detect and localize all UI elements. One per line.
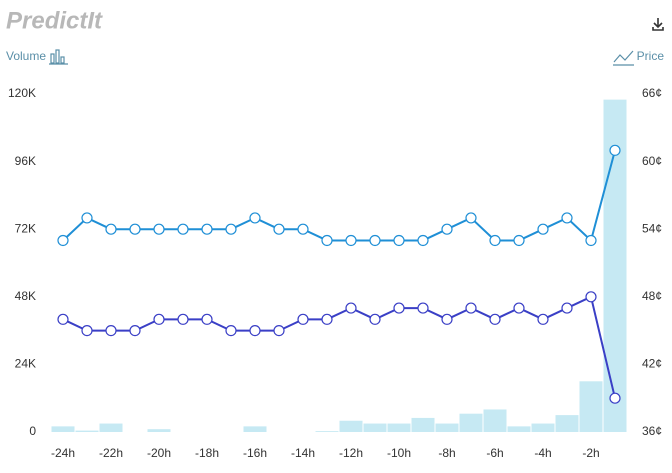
x-tick-label: -10h: [387, 446, 411, 460]
price-point: [513, 234, 525, 247]
price-point: [393, 302, 405, 314]
price-point: [129, 325, 141, 337]
volume-bar: [531, 423, 555, 432]
x-tick-label: -2h: [582, 446, 599, 460]
price-line: [62, 150, 616, 243]
price-point: [321, 234, 333, 247]
price-point: [153, 313, 165, 325]
price-point: [537, 313, 549, 325]
price-point: [369, 313, 381, 325]
price-point: [249, 212, 261, 224]
y2-tick-label: 60¢: [642, 154, 662, 168]
price-point: [57, 234, 69, 247]
price-point: [585, 234, 597, 247]
x-tick-label: -22h: [99, 446, 123, 460]
price-point: [441, 313, 453, 325]
volume-bar: [243, 426, 267, 432]
price-point: [465, 212, 477, 224]
y2-tick-label: 66¢: [642, 86, 662, 100]
price-point: [153, 223, 165, 235]
volume-bar: [603, 99, 627, 432]
volume-bar: [483, 409, 507, 432]
price-line: [62, 295, 616, 399]
x-tick-label: -18h: [195, 446, 219, 460]
price-point: [273, 223, 285, 235]
price-point: [201, 223, 213, 235]
price-point: [441, 223, 453, 235]
price-point: [81, 212, 93, 224]
volume-icon: [49, 49, 68, 65]
price-point: [513, 302, 525, 314]
volume-bar: [459, 413, 483, 432]
price-point: [417, 234, 429, 247]
volume-bar: [51, 426, 75, 432]
price-point: [177, 313, 189, 325]
volume-bar: [147, 429, 171, 432]
y2-tick-label: 54¢: [642, 221, 662, 235]
price-point: [225, 223, 237, 235]
volume-bar: [411, 417, 435, 432]
y-tick-label: 0: [29, 424, 36, 438]
x-tick-label: -14h: [291, 446, 315, 460]
price-point: [57, 313, 69, 325]
price-point: [609, 392, 621, 404]
price-point: [297, 313, 309, 325]
price-label: Price: [637, 49, 665, 63]
price-point: [393, 234, 405, 247]
x-tick-label: -12h: [339, 446, 363, 460]
price-point: [249, 325, 261, 337]
volume-bar: [435, 423, 459, 432]
y2-tick-label: 42¢: [642, 357, 662, 371]
logo: PredictIt: [6, 7, 103, 34]
y2-tick-label: 48¢: [642, 289, 662, 303]
x-tick-label: -4h: [534, 446, 551, 460]
y-tick-label: 96K: [15, 154, 36, 168]
x-tick-label: -20h: [147, 446, 171, 460]
volume-bar: [363, 423, 387, 432]
price-point: [345, 302, 357, 314]
price-point: [345, 234, 357, 247]
price-point: [489, 234, 501, 247]
volume-bar: [579, 381, 603, 432]
price-icon: [613, 50, 634, 66]
x-tick-label: -24h: [51, 446, 75, 460]
price-point: [201, 313, 213, 325]
price-point: [105, 223, 117, 235]
price-point: [225, 325, 237, 337]
volume-bar: [555, 415, 579, 432]
volume-bar: [339, 420, 363, 432]
price-point: [321, 313, 333, 325]
x-tick-label: -8h: [438, 446, 455, 460]
y-tick-label: 24K: [15, 357, 36, 371]
y-tick-label: 72K: [15, 221, 36, 235]
price-point: [537, 223, 549, 235]
price-point: [129, 223, 141, 235]
price-point: [489, 313, 501, 325]
price-point: [297, 223, 309, 235]
y-tick-label: 120K: [8, 86, 36, 100]
volume-label: Volume: [6, 49, 46, 63]
price-point: [81, 325, 93, 337]
volume-bar: [75, 430, 99, 432]
x-tick-label: -6h: [486, 446, 503, 460]
price-point: [561, 212, 573, 224]
price-point: [273, 325, 285, 337]
price-point: [417, 302, 429, 314]
volume-bar: [507, 426, 531, 432]
download-icon[interactable]: [652, 18, 664, 31]
y-tick-label: 48K: [15, 289, 36, 303]
price-point: [609, 144, 621, 156]
y2-tick-label: 36¢: [642, 424, 662, 438]
volume-bar: [387, 423, 411, 432]
price-point: [105, 325, 117, 337]
price-point: [465, 302, 477, 314]
price-point: [369, 234, 381, 247]
price-point: [177, 223, 189, 235]
price-point: [561, 302, 573, 314]
x-tick-label: -16h: [243, 446, 267, 460]
price-point: [585, 291, 597, 303]
volume-bar: [99, 423, 123, 432]
volume-bar: [315, 431, 339, 432]
